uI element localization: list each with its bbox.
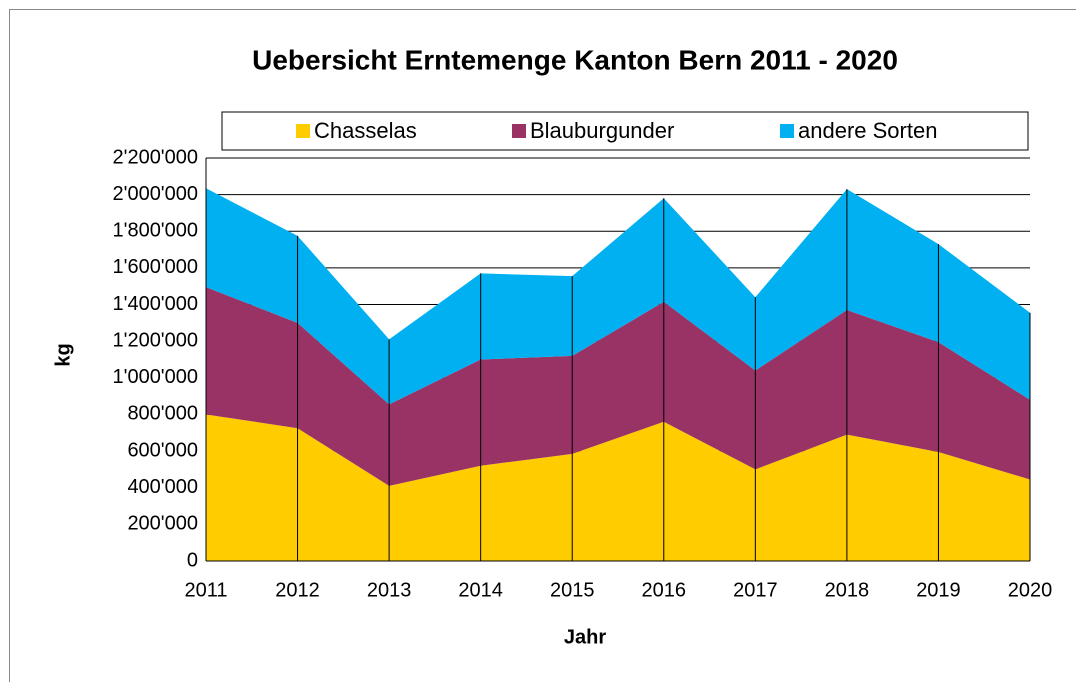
x-tick-label: 2020 <box>1008 579 1053 601</box>
x-tick-label: 2019 <box>916 579 961 601</box>
x-tick-label: 2018 <box>825 579 870 601</box>
legend-label: Blauburgunder <box>530 118 674 143</box>
x-tick-label: 2017 <box>733 579 778 601</box>
y-tick-label: 1'200'000 <box>113 329 199 351</box>
legend-box <box>221 111 1029 151</box>
y-tick-label: 400'000 <box>127 476 198 498</box>
chart-title: Uebersicht Erntemenge Kanton Bern 2011 -… <box>252 44 898 75</box>
legend-label: Chasselas <box>314 118 417 143</box>
x-axis-label: Jahr <box>564 626 606 648</box>
legend-swatch <box>512 124 526 138</box>
x-tick-label: 2011 <box>184 579 227 601</box>
y-tick-label: 800'000 <box>127 403 198 425</box>
x-tick-label: 2012 <box>275 579 320 601</box>
legend-label: andere Sorten <box>798 118 937 143</box>
area <box>206 188 1030 405</box>
y-tick-label: 1'400'000 <box>113 293 199 315</box>
y-tick-label: 1'800'000 <box>113 220 199 242</box>
x-tick-label: 2015 <box>550 579 595 601</box>
y-tick-label: 2'000'000 <box>113 183 199 205</box>
y-tick-label: 1'000'000 <box>113 366 199 388</box>
legend-swatch <box>780 124 794 138</box>
legend-swatch <box>296 124 310 138</box>
y-tick-label: 200'000 <box>127 513 198 535</box>
x-tick-label: 2014 <box>458 579 503 601</box>
area <box>206 414 1030 561</box>
area <box>206 287 1030 486</box>
x-tick-label: 2013 <box>367 579 412 601</box>
y-tick-label: 2'200'000 <box>113 146 199 168</box>
y-tick-label: 1'600'000 <box>113 256 199 278</box>
y-axis-label: kg <box>52 343 74 366</box>
y-tick-label: 600'000 <box>127 439 198 461</box>
y-tick-label: 0 <box>187 549 198 571</box>
x-tick-label: 2016 <box>642 579 687 601</box>
